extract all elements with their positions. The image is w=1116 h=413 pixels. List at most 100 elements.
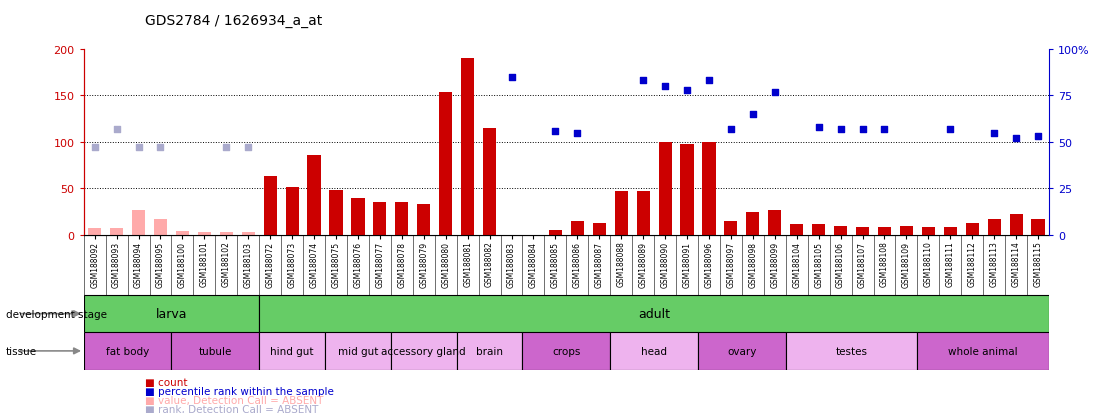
Bar bbox=[263, 177, 277, 235]
Bar bbox=[395, 203, 408, 235]
Bar bbox=[110, 228, 123, 235]
Bar bbox=[352, 198, 365, 235]
Point bbox=[700, 78, 718, 85]
Point bbox=[239, 145, 257, 152]
FancyBboxPatch shape bbox=[259, 332, 325, 370]
FancyBboxPatch shape bbox=[325, 332, 391, 370]
Text: adult: adult bbox=[638, 307, 670, 320]
Text: ovary: ovary bbox=[728, 346, 757, 356]
Point bbox=[1008, 135, 1026, 142]
Text: mid gut: mid gut bbox=[338, 346, 378, 356]
Point bbox=[942, 126, 960, 133]
Bar bbox=[702, 142, 715, 235]
Text: accessory gland: accessory gland bbox=[382, 346, 466, 356]
Point bbox=[371, 0, 388, 3]
Point bbox=[854, 126, 872, 133]
FancyBboxPatch shape bbox=[456, 332, 522, 370]
FancyBboxPatch shape bbox=[391, 332, 456, 370]
Text: tissue: tissue bbox=[6, 346, 37, 356]
Text: ■ rank, Detection Call = ABSENT: ■ rank, Detection Call = ABSENT bbox=[145, 404, 318, 413]
Text: GDS2784 / 1626934_a_at: GDS2784 / 1626934_a_at bbox=[145, 14, 323, 28]
Point bbox=[985, 130, 1003, 137]
Point bbox=[876, 126, 894, 133]
Bar bbox=[439, 93, 452, 235]
Text: larva: larva bbox=[156, 307, 187, 320]
Bar bbox=[329, 191, 343, 235]
Bar bbox=[308, 156, 320, 235]
Text: crops: crops bbox=[552, 346, 580, 356]
Bar bbox=[132, 210, 145, 235]
Text: ■ percentile rank within the sample: ■ percentile rank within the sample bbox=[145, 386, 334, 396]
Bar bbox=[461, 59, 474, 235]
Bar bbox=[834, 226, 847, 235]
Bar bbox=[965, 223, 979, 235]
Text: hind gut: hind gut bbox=[270, 346, 314, 356]
Point bbox=[393, 0, 411, 1]
Bar bbox=[198, 233, 211, 235]
Bar bbox=[922, 227, 935, 235]
Bar bbox=[812, 224, 825, 235]
Point bbox=[722, 126, 740, 133]
FancyBboxPatch shape bbox=[610, 332, 698, 370]
Bar bbox=[483, 128, 497, 235]
Bar bbox=[768, 210, 781, 235]
Point bbox=[1029, 134, 1047, 140]
Bar bbox=[549, 231, 562, 235]
Bar bbox=[944, 227, 956, 235]
FancyBboxPatch shape bbox=[84, 295, 259, 332]
Text: fat body: fat body bbox=[106, 346, 150, 356]
Bar bbox=[88, 229, 102, 235]
Point bbox=[502, 74, 520, 81]
Bar bbox=[747, 212, 759, 235]
FancyBboxPatch shape bbox=[259, 295, 1049, 332]
Point bbox=[568, 130, 586, 137]
Point bbox=[547, 128, 565, 135]
Text: tubule: tubule bbox=[199, 346, 232, 356]
Text: whole animal: whole animal bbox=[949, 346, 1018, 356]
FancyBboxPatch shape bbox=[522, 332, 610, 370]
Bar bbox=[988, 220, 1001, 235]
Bar bbox=[154, 220, 167, 235]
Bar bbox=[899, 226, 913, 235]
FancyBboxPatch shape bbox=[84, 332, 172, 370]
Bar bbox=[1010, 215, 1022, 235]
Point bbox=[679, 87, 696, 94]
FancyBboxPatch shape bbox=[786, 332, 917, 370]
Point bbox=[415, 0, 433, 3]
Point bbox=[107, 126, 125, 133]
FancyBboxPatch shape bbox=[698, 332, 786, 370]
Text: ■ count: ■ count bbox=[145, 377, 187, 387]
Bar bbox=[878, 227, 891, 235]
Bar bbox=[242, 233, 254, 235]
Bar bbox=[220, 233, 233, 235]
Bar bbox=[636, 192, 650, 235]
Bar bbox=[570, 221, 584, 235]
Bar bbox=[286, 187, 299, 235]
Point bbox=[129, 145, 147, 152]
Point bbox=[831, 126, 849, 133]
FancyBboxPatch shape bbox=[172, 332, 259, 370]
Point bbox=[634, 78, 652, 85]
Bar bbox=[681, 145, 694, 235]
Bar bbox=[615, 192, 628, 235]
Bar bbox=[593, 223, 606, 235]
FancyBboxPatch shape bbox=[917, 332, 1049, 370]
Bar bbox=[176, 232, 189, 235]
Bar bbox=[417, 205, 431, 235]
Bar bbox=[790, 224, 804, 235]
Point bbox=[656, 83, 674, 90]
Point bbox=[152, 145, 170, 152]
Point bbox=[744, 112, 762, 118]
Bar bbox=[658, 142, 672, 235]
Text: development stage: development stage bbox=[6, 309, 107, 319]
Text: testes: testes bbox=[836, 346, 867, 356]
Text: head: head bbox=[641, 346, 667, 356]
Text: ■ value, Detection Call = ABSENT: ■ value, Detection Call = ABSENT bbox=[145, 395, 324, 405]
Point bbox=[810, 124, 828, 131]
Bar bbox=[1031, 220, 1045, 235]
Bar bbox=[373, 203, 386, 235]
Bar bbox=[724, 221, 738, 235]
Bar bbox=[856, 227, 869, 235]
Point bbox=[766, 89, 783, 96]
Text: brain: brain bbox=[477, 346, 503, 356]
